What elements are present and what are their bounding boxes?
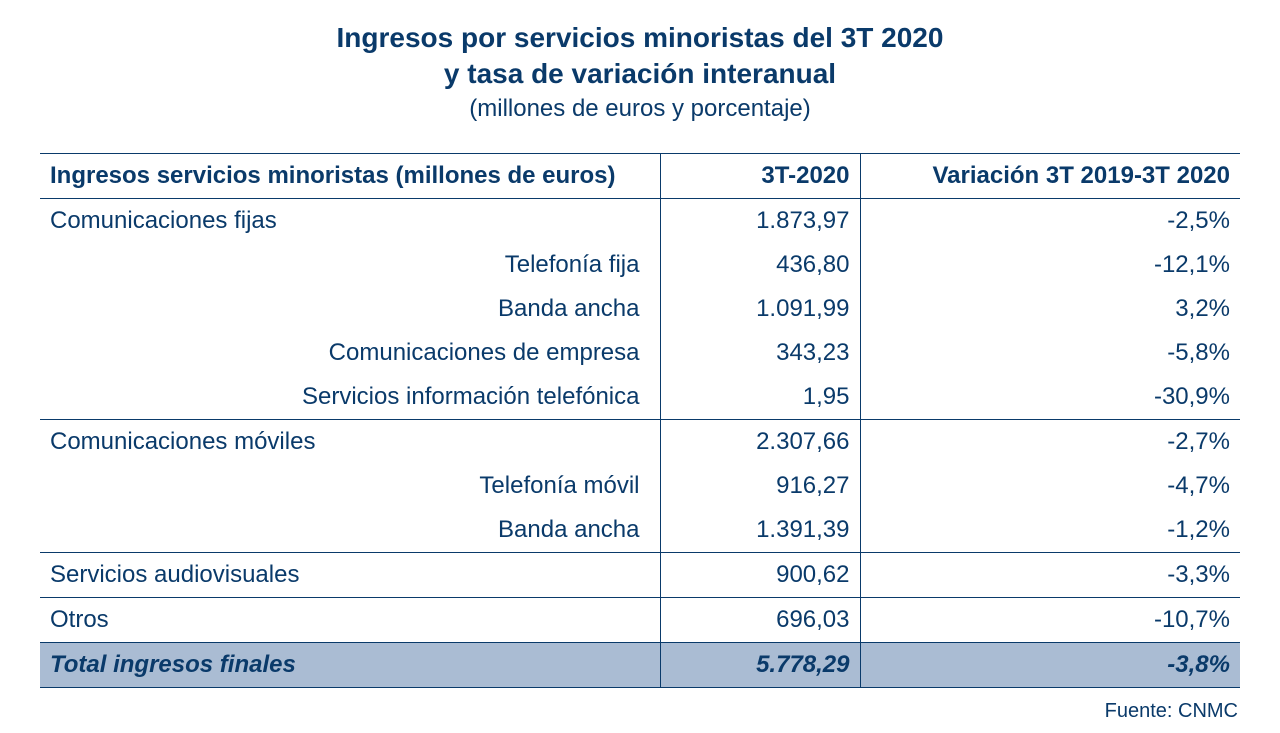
total-label: Total ingresos finales	[40, 642, 660, 687]
row-variation: -10,7%	[860, 597, 1240, 642]
header-value: 3T-2020	[660, 153, 860, 198]
title-line-2: y tasa de variación interanual	[40, 56, 1240, 92]
row-label: Comunicaciones fijas	[40, 198, 660, 243]
table-row: Comunicaciones fijas1.873,97-2,5%	[40, 198, 1240, 243]
row-value: 1.873,97	[660, 198, 860, 243]
row-value: 1.391,39	[660, 508, 860, 553]
row-value: 696,03	[660, 597, 860, 642]
row-value: 343,23	[660, 331, 860, 375]
row-value: 1.091,99	[660, 287, 860, 331]
row-label: Comunicaciones móviles	[40, 419, 660, 464]
row-value: 2.307,66	[660, 419, 860, 464]
revenue-table: Ingresos servicios minoristas (millones …	[40, 153, 1240, 688]
table-row: Telefonía móvil916,27-4,7%	[40, 464, 1240, 508]
row-value: 900,62	[660, 552, 860, 597]
row-label: Servicios información telefónica	[40, 375, 660, 420]
row-variation: 3,2%	[860, 287, 1240, 331]
row-label: Servicios audiovisuales	[40, 552, 660, 597]
row-label: Otros	[40, 597, 660, 642]
title-line-1: Ingresos por servicios minoristas del 3T…	[40, 20, 1240, 56]
row-variation: -5,8%	[860, 331, 1240, 375]
row-label: Banda ancha	[40, 287, 660, 331]
table-header-row: Ingresos servicios minoristas (millones …	[40, 153, 1240, 198]
row-label: Comunicaciones de empresa	[40, 331, 660, 375]
table-body: Comunicaciones fijas1.873,97-2,5%Telefon…	[40, 198, 1240, 642]
row-variation: -2,5%	[860, 198, 1240, 243]
table-row: Banda ancha1.391,39-1,2%	[40, 508, 1240, 553]
row-variation: -12,1%	[860, 243, 1240, 287]
row-label: Telefonía fija	[40, 243, 660, 287]
table-row: Banda ancha1.091,993,2%	[40, 287, 1240, 331]
row-value: 1,95	[660, 375, 860, 420]
document-root: Ingresos por servicios minoristas del 3T…	[0, 0, 1280, 733]
row-value: 916,27	[660, 464, 860, 508]
total-value: 5.778,29	[660, 642, 860, 687]
row-label: Telefonía móvil	[40, 464, 660, 508]
total-variation: -3,8%	[860, 642, 1240, 687]
table-total-row: Total ingresos finales 5.778,29 -3,8%	[40, 642, 1240, 687]
row-variation: -1,2%	[860, 508, 1240, 553]
row-variation: -3,3%	[860, 552, 1240, 597]
table-row: Comunicaciones móviles2.307,66-2,7%	[40, 419, 1240, 464]
header-label: Ingresos servicios minoristas (millones …	[40, 153, 660, 198]
row-label: Banda ancha	[40, 508, 660, 553]
row-variation: -4,7%	[860, 464, 1240, 508]
table-row: Telefonía fija436,80-12,1%	[40, 243, 1240, 287]
title-block: Ingresos por servicios minoristas del 3T…	[40, 20, 1240, 123]
table-row: Otros696,03-10,7%	[40, 597, 1240, 642]
row-variation: -30,9%	[860, 375, 1240, 420]
row-value: 436,80	[660, 243, 860, 287]
source-label: Fuente: CNMC	[40, 700, 1240, 723]
table-row: Comunicaciones de empresa343,23-5,8%	[40, 331, 1240, 375]
table-row: Servicios información telefónica1,95-30,…	[40, 375, 1240, 420]
subtitle: (millones de euros y porcentaje)	[40, 95, 1240, 123]
table-row: Servicios audiovisuales900,62-3,3%	[40, 552, 1240, 597]
header-variation: Variación 3T 2019-3T 2020	[860, 153, 1240, 198]
row-variation: -2,7%	[860, 419, 1240, 464]
